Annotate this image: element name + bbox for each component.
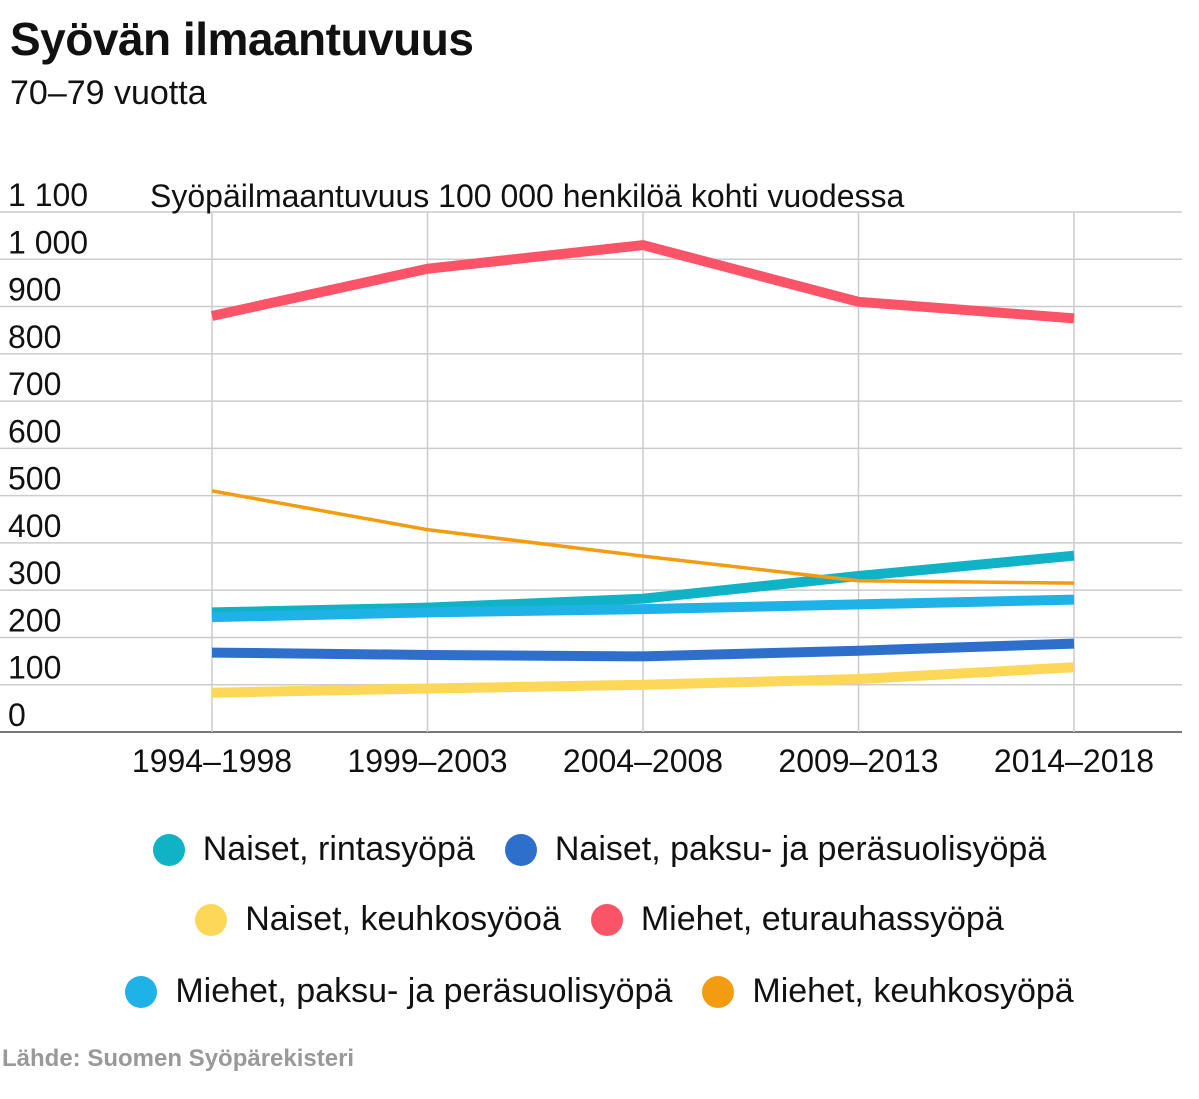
legend-row-3: Miehet, paksu- ja peräsuolisyöpä Miehet,… — [0, 972, 1199, 1011]
y-tick-label: 200 — [8, 602, 61, 638]
legend-dot — [702, 975, 735, 1008]
line-chart: 0 100 200 300 400 500 600 700 800 900 1 000 1 100 S… — [0, 177, 1182, 779]
legend-row-1: Naiset, rintasyöpä Naiset, paksu- ja per… — [0, 830, 1199, 869]
legend-dot — [504, 833, 537, 866]
legend-dot — [125, 975, 158, 1008]
legend-label: Miehet, keuhkosyöpä — [752, 972, 1074, 1010]
y-tick-label: 400 — [8, 508, 61, 544]
legend-dot — [590, 903, 623, 936]
y-axis-ticks: 0 100 200 300 400 500 600 700 800 900 1 000 1 100 — [8, 177, 88, 733]
legend-item: Miehet, eturauhassyöpä — [590, 900, 1004, 939]
legend-dot — [195, 903, 228, 936]
x-axis-ticks: 1994–1998 1999–2003 2004–2008 2009–2013 2014… — [132, 743, 1154, 779]
x-tick-label: 1999–2003 — [347, 743, 507, 779]
y-tick-label: 600 — [8, 413, 61, 449]
series-line — [211, 662, 1075, 698]
source-note: Lähde: Suomen Syöpärekisteri — [2, 1045, 355, 1072]
y-tick-label: 1 100 — [8, 177, 88, 213]
y-tick-label: 900 — [8, 272, 61, 308]
y-tick-label: 800 — [8, 319, 61, 355]
y-axis-label: Syöpäilmaantuvuus 100 000 henkilöä kohti… — [150, 178, 905, 214]
chart-title: Syövän ilmaantuvuus — [10, 13, 474, 65]
x-tick-label: 1994–1998 — [132, 743, 292, 779]
legend-label: Naiset, rintasyöpä — [202, 830, 475, 868]
y-tick-label: 300 — [8, 555, 61, 591]
series-line — [211, 638, 1075, 662]
legend-item: Naiset, rintasyöpä — [152, 830, 475, 869]
series-lines — [210, 240, 1075, 698]
legend-label: Naiset, paksu- ja peräsuolisyöpä — [554, 830, 1047, 868]
legend-label: Naiset, keuhkosyöoä — [245, 900, 561, 938]
legend-dot — [152, 833, 185, 866]
x-tick-label: 2004–2008 — [563, 743, 723, 779]
y-tick-label: 500 — [8, 461, 61, 497]
y-tick-label: 700 — [8, 366, 61, 402]
chart-subtitle: 70–79 vuotta — [10, 74, 207, 112]
series-line — [210, 240, 1075, 324]
legend-label: Miehet, eturauhassyöpä — [640, 900, 1004, 938]
y-tick-label: 0 — [8, 697, 26, 733]
x-tick-label: 2014–2018 — [994, 743, 1154, 779]
series-line — [211, 489, 1075, 585]
x-tick-label: 2009–2013 — [778, 743, 938, 779]
legend-item: Miehet, paksu- ja peräsuolisyöpä — [125, 972, 672, 1011]
y-tick-label: 100 — [8, 650, 61, 686]
y-tick-label: 1 000 — [8, 224, 88, 260]
legend-item: Miehet, keuhkosyöpä — [702, 972, 1074, 1011]
legend-label: Miehet, paksu- ja peräsuolisyöpä — [175, 972, 673, 1010]
series-line — [211, 594, 1075, 623]
legend-row-2: Naiset, keuhkosyöoä Miehet, eturauhassyö… — [0, 900, 1199, 939]
legend-item: Naiset, keuhkosyöoä — [195, 900, 561, 939]
legend-item: Naiset, paksu- ja peräsuolisyöpä — [504, 830, 1047, 869]
